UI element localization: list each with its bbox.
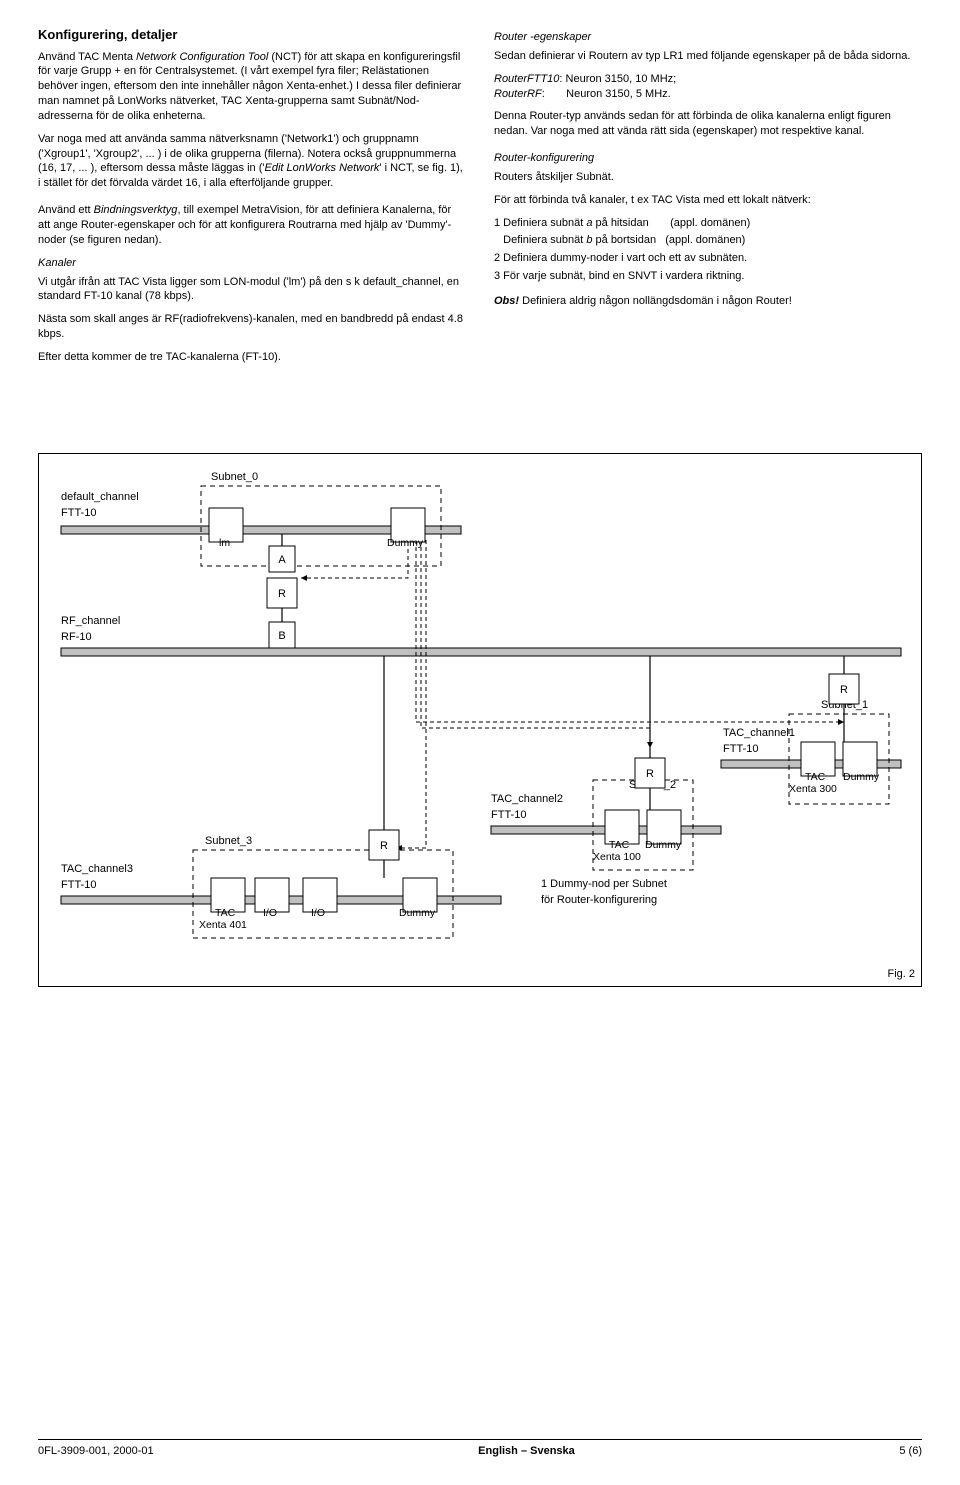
figure-label: Fig. 2: [887, 967, 915, 982]
svg-text:Dummy: Dummy: [843, 771, 880, 783]
svg-text:lm: lm: [219, 537, 230, 549]
left-p1: Använd TAC Menta Network Configuration T…: [38, 50, 466, 124]
svg-text:Subnet_0: Subnet_0: [211, 471, 258, 483]
right-li2: Definiera subnät b på bortsidan (appl. d…: [494, 233, 922, 248]
right-li1: 1 Definiera subnät a på hitsidan (appl. …: [494, 216, 922, 231]
svg-text:I/O: I/O: [311, 907, 325, 919]
right-p4: Denna Router-typ används sedan för att f…: [494, 109, 922, 139]
svg-text:TAC: TAC: [609, 839, 630, 851]
router-konfig-heading: Router-konfigurering: [494, 151, 922, 166]
svg-text:Subnet_3: Subnet_3: [205, 835, 252, 847]
svg-text:I/O: I/O: [263, 907, 277, 919]
right-p1: Sedan definierar vi Routern av typ LR1 m…: [494, 49, 922, 64]
left-p2: Var noga med att använda samma nätverksn…: [38, 132, 466, 191]
left-heading: Konfigurering, detaljer: [38, 26, 466, 44]
network-diagram-frame: default_channel FTT-10 RF_channel RF-10 TAC_…: [38, 453, 922, 987]
text-columns: Konfigurering, detaljer Använd TAC Menta…: [38, 26, 922, 373]
svg-text:R: R: [646, 768, 654, 780]
footer-center: English – Svenska: [478, 1444, 575, 1459]
right-li4: 3 För varje subnät, bind en SNVT i varde…: [494, 269, 922, 284]
svg-text:Dummy: Dummy: [399, 907, 436, 919]
right-obs: Obs! Definiera aldrig någon nollängdsdom…: [494, 294, 922, 309]
svg-text:FTT-10: FTT-10: [61, 507, 96, 519]
svg-text:RF_channel: RF_channel: [61, 615, 120, 627]
right-column: Router -egenskaper Sedan definierar vi R…: [494, 26, 922, 373]
left-p5: Nästa som skall anges är RF(radiofrekven…: [38, 312, 466, 342]
network-diagram: default_channel FTT-10 RF_channel RF-10 TAC_…: [61, 478, 899, 976]
svg-text:R: R: [380, 840, 388, 852]
svg-text:TAC_channel3: TAC_channel3: [61, 863, 133, 875]
svg-text:default_channel: default_channel: [61, 491, 139, 503]
left-column: Konfigurering, detaljer Använd TAC Menta…: [38, 26, 466, 373]
svg-text:A: A: [278, 554, 286, 566]
footer-left: 0FL-3909-001, 2000-01: [38, 1444, 154, 1459]
right-p5: Routers åtskiljer Subnät.: [494, 170, 922, 185]
router-egenskaper-heading: Router -egenskaper: [494, 30, 922, 45]
svg-text:R: R: [840, 684, 848, 696]
svg-text:FTT-10: FTT-10: [61, 879, 96, 891]
diagram-svg: default_channel FTT-10 RF_channel RF-10 TAC_…: [61, 478, 901, 972]
svg-text:RF-10: RF-10: [61, 631, 92, 643]
svg-text:TAC: TAC: [215, 907, 236, 919]
left-p4: Vi utgår ifrån att TAC Vista ligger som …: [38, 275, 466, 305]
svg-text:TAC: TAC: [805, 771, 826, 783]
page-footer: 0FL-3909-001, 2000-01 English – Svenska …: [38, 1439, 922, 1459]
svg-text:FTT-10: FTT-10: [723, 743, 758, 755]
svg-text:FTT-10: FTT-10: [491, 809, 526, 821]
kanaler-heading: Kanaler: [38, 256, 466, 271]
left-p3: Använd ett Bindningsverktyg, till exempe…: [38, 203, 466, 248]
svg-text:B: B: [278, 630, 285, 642]
right-p6: För att förbinda två kanaler, t ex TAC V…: [494, 193, 922, 208]
svg-text:Xenta 401: Xenta 401: [199, 919, 247, 931]
svg-text:Dummy: Dummy: [645, 839, 682, 851]
svg-text:Dummy: Dummy: [387, 537, 424, 549]
svg-text:TAC_channel2: TAC_channel2: [491, 793, 563, 805]
svg-text:Xenta 300: Xenta 300: [789, 783, 837, 795]
svg-text:Xenta 100: Xenta 100: [593, 851, 641, 863]
footer-right: 5 (6): [899, 1444, 922, 1459]
right-li3: 2 Definiera dummy-noder i vart och ett a…: [494, 251, 922, 266]
svg-text:R: R: [278, 588, 286, 600]
right-p3: RouterRF: Neuron 3150, 5 MHz.: [494, 87, 922, 102]
svg-text:TAC_channel1: TAC_channel1: [723, 727, 795, 739]
right-p2: RouterFTT10: Neuron 3150, 10 MHz;: [494, 72, 922, 87]
left-p6: Efter detta kommer de tre TAC-kanalerna …: [38, 350, 466, 365]
dummy-note: 1 Dummy-nod per Subnet för Router-konfig…: [541, 876, 667, 909]
